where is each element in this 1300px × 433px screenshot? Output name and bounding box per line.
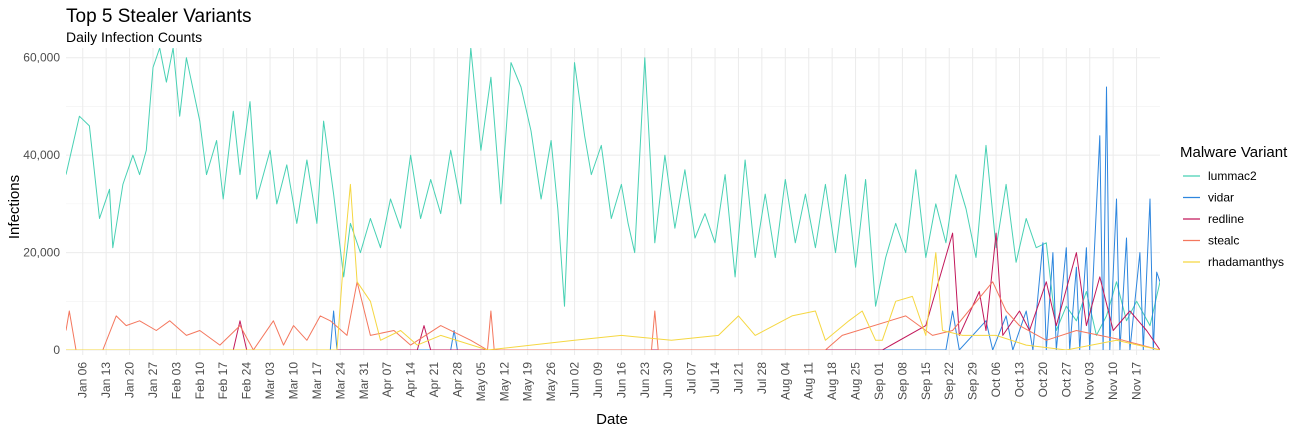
y-tick-label: 20,000 [23, 246, 60, 260]
series-line-stealc [66, 281, 1160, 350]
series-lines [66, 48, 1160, 350]
x-tick-label: May 12 [497, 362, 511, 402]
x-tick-label: Nov 10 [1106, 362, 1120, 400]
x-tick-label: Oct 06 [989, 362, 1003, 398]
y-tick-label: 60,000 [23, 51, 60, 65]
x-tick-label: Apr 21 [427, 362, 441, 398]
x-tick-label: Nov 17 [1130, 362, 1144, 400]
x-tick-label: Jan 20 [123, 362, 137, 398]
x-tick-label: Feb 10 [193, 362, 207, 400]
x-tick-label: Feb 03 [169, 362, 183, 400]
x-tick-label: Mar 24 [333, 362, 347, 400]
x-tick-label: May 19 [521, 362, 535, 402]
legend-label-vidar: vidar [1208, 191, 1234, 205]
x-tick-label: Mar 10 [286, 362, 300, 400]
x-tick-label: Jul 14 [708, 362, 722, 394]
x-tick-label: Jan 06 [76, 362, 90, 398]
grid-lines [66, 48, 1160, 355]
x-tick-label: Aug 25 [849, 362, 863, 400]
x-tick-label: Mar 17 [310, 362, 324, 400]
x-tick-label: Jun 02 [568, 362, 582, 398]
x-tick-label: Jun 09 [591, 362, 605, 398]
series-line-vidar [66, 86, 1160, 350]
x-tick-label: Jan 27 [146, 362, 160, 398]
x-tick-label: Aug 11 [802, 362, 816, 399]
x-tick-label: Aug 04 [778, 362, 792, 400]
y-axis-ticks: 0 20,000 40,000 60,000 [23, 51, 60, 357]
x-axis-title: Date [596, 411, 628, 428]
x-axis-ticks: Jan 06 Jan 13 Jan 20 Jan 27 Feb 03 Feb 10 Feb … [76, 362, 1144, 402]
x-tick-label: Oct 27 [1059, 362, 1073, 398]
x-tick-label: Apr 14 [404, 362, 418, 398]
x-tick-label: Jul 21 [731, 362, 745, 394]
legend-label-stealc: stealc [1208, 234, 1239, 248]
x-tick-label: Jul 07 [685, 362, 699, 394]
series-line-rhadamanthys [66, 183, 1160, 350]
series-line-redline [66, 232, 1160, 350]
x-tick-label: Jun 16 [614, 362, 628, 398]
x-tick-label: Oct 20 [1036, 362, 1050, 398]
chart-subtitle: Daily Infection Counts [66, 29, 202, 45]
x-tick-label: Apr 07 [380, 362, 394, 398]
y-tick-label: 40,000 [23, 148, 60, 162]
x-tick-label: Apr 28 [450, 362, 464, 398]
x-tick-label: Sep 29 [966, 362, 980, 400]
x-tick-label: Nov 03 [1083, 362, 1097, 400]
x-tick-label: Jan 13 [99, 362, 113, 398]
legend-label-redline: redline [1208, 212, 1244, 226]
x-tick-label: Sep 15 [919, 362, 933, 400]
x-tick-label: Feb 24 [240, 362, 254, 400]
series-line-lummac2 [66, 48, 1160, 336]
x-tick-label: Jun 23 [638, 362, 652, 398]
x-tick-label: Aug 18 [825, 362, 839, 400]
x-tick-label: Sep 01 [872, 362, 886, 400]
y-tick-label: 0 [53, 343, 60, 357]
x-tick-label: Jun 30 [661, 362, 675, 398]
x-tick-label: Mar 03 [263, 362, 277, 400]
y-axis-title: Infections [6, 175, 23, 239]
x-tick-label: May 26 [544, 362, 558, 402]
x-tick-label: Feb 17 [216, 362, 230, 400]
x-tick-label: Sep 22 [942, 362, 956, 400]
chart-title: Top 5 Stealer Variants [66, 6, 252, 27]
x-tick-label: Sep 08 [895, 362, 909, 400]
x-tick-label: Jul 28 [755, 362, 769, 394]
x-tick-label: Oct 13 [1012, 362, 1026, 398]
legend-label-rhadamanthys: rhadamanthys [1208, 255, 1284, 269]
x-tick-label: May 05 [474, 362, 488, 402]
legend-title: Malware Variant [1180, 144, 1288, 161]
legend-label-lummac2: lummac2 [1208, 169, 1257, 183]
legend: Malware Variant lummac2 vidar redline steal… [1180, 144, 1288, 269]
x-tick-label: Mar 31 [357, 362, 371, 400]
